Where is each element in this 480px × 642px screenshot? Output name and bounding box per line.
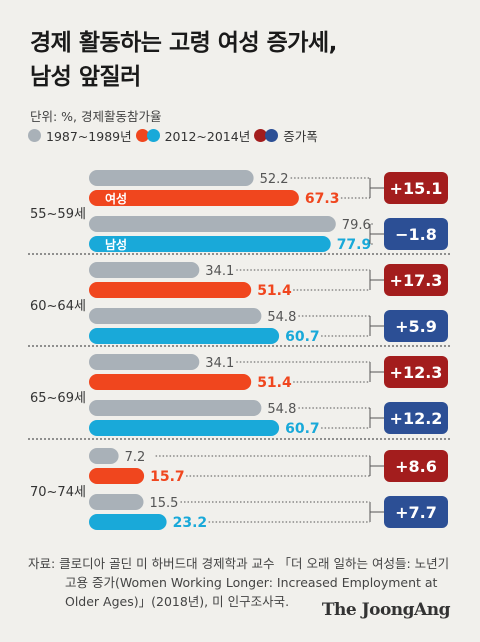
source-line-2: 고용 증가(Women Working Longer: Increased Em… <box>65 575 438 590</box>
bar-male-p1 <box>89 308 262 324</box>
legend-period2-label: 2012~2014년 <box>164 129 251 144</box>
legend-change-label: 증가폭 <box>283 129 318 144</box>
source-line-1: 자료: 클로디아 골딘 미 하버드대 경제학과 교수 「더 오래 일하는 여성들… <box>28 556 450 571</box>
unit-note: 단위: %, 경제활동참가율 <box>30 109 162 124</box>
change-badge-female <box>384 172 448 204</box>
change-label-male: +7.7 <box>395 503 437 522</box>
bar-female-p2 <box>89 190 299 206</box>
change-label-female: +8.6 <box>395 457 437 476</box>
bar-female-p2 <box>89 282 252 298</box>
legend: 1987~1989년 2012~2014년 증가폭 <box>28 126 322 145</box>
value-label-male-p1: 54.8 <box>267 310 296 325</box>
bar-female-p1 <box>89 262 200 278</box>
value-label-male-p1: 54.8 <box>267 402 296 417</box>
change-badge-female <box>384 450 448 482</box>
value-label-female-p2: 15.7 <box>150 469 185 485</box>
value-label-female-p1: 7.2 <box>125 450 146 465</box>
bar-female-p2 <box>89 468 145 484</box>
value-label-male-p1: 15.5 <box>150 496 179 511</box>
value-label-female-p1: 52.2 <box>260 172 289 187</box>
value-label-female-p1: 34.1 <box>205 264 234 279</box>
bar-male-p2 <box>89 420 280 436</box>
bar-female-p1 <box>89 354 200 370</box>
bar-male-p2 <box>89 514 167 530</box>
change-badge-male <box>384 218 448 250</box>
series-label-male: 남성 <box>105 237 127 252</box>
bar-male-p1 <box>89 400 262 416</box>
value-label-male-p1: 79.6 <box>342 218 371 233</box>
category-label: 55~59세 <box>30 207 86 222</box>
value-label-male-p2: 60.7 <box>285 329 320 345</box>
publisher-logo: The JoongAng <box>321 600 451 620</box>
change-badge-male <box>384 402 448 434</box>
value-label-female-p2: 67.3 <box>305 191 340 207</box>
series-label-female: 여성 <box>105 191 127 206</box>
bar-male-p2 <box>89 236 331 252</box>
category-label: 60~64세 <box>30 299 86 314</box>
legend-period1-label: 1987~1989년 <box>46 129 132 144</box>
title-line-2: 남성 앞질러 <box>30 64 141 90</box>
red-dot-icon <box>135 129 149 142</box>
bar-female-p1 <box>89 448 119 464</box>
chart-title: 경제 활동하는 고령 여성 증가세, 남성 앞질러 <box>30 26 337 94</box>
value-label-male-p2: 60.7 <box>285 421 320 437</box>
change-label-female: +12.3 <box>390 363 443 382</box>
category-label: 65~69세 <box>30 391 86 406</box>
value-label-male-p2: 23.2 <box>173 515 208 531</box>
change-label-male: +5.9 <box>395 317 437 336</box>
navy-dot-icon <box>265 129 279 142</box>
change-label-female: +17.3 <box>390 271 443 290</box>
change-label-male: −1.8 <box>395 225 437 244</box>
value-label-male-p2: 77.9 <box>337 237 372 253</box>
bar-male-p1 <box>89 216 336 232</box>
gray-dot-icon <box>28 129 41 142</box>
value-label-female-p1: 34.1 <box>205 356 234 371</box>
change-label-male: +12.2 <box>390 409 443 428</box>
blue-dot-icon <box>146 129 160 142</box>
title-line-1: 경제 활동하는 고령 여성 증가세, <box>30 30 337 56</box>
legend-period2-swatch <box>135 129 160 142</box>
legend-change-swatch <box>254 129 279 142</box>
change-badge-male <box>384 496 448 528</box>
value-label-female-p2: 51.4 <box>257 283 292 299</box>
value-label-female-p2: 51.4 <box>257 375 292 391</box>
category-label: 70~74세 <box>30 485 86 500</box>
change-badge-male <box>384 310 448 342</box>
darkred-dot-icon <box>254 129 268 142</box>
change-badge-female <box>384 264 448 296</box>
change-label-female: +15.1 <box>390 179 443 198</box>
source-line-3: Older Ages)」(2018년), 미 인구조사국. <box>65 594 290 609</box>
source-note: 자료: 클로디아 골딘 미 하버드대 경제학과 교수 「더 오래 일하는 여성들… <box>28 554 458 611</box>
bar-male-p2 <box>89 328 280 344</box>
bar-female-p1 <box>89 170 254 186</box>
bar-male-p1 <box>89 494 144 510</box>
change-badge-female <box>384 356 448 388</box>
bar-female-p2 <box>89 374 252 390</box>
legend-period1-swatch <box>28 129 41 142</box>
